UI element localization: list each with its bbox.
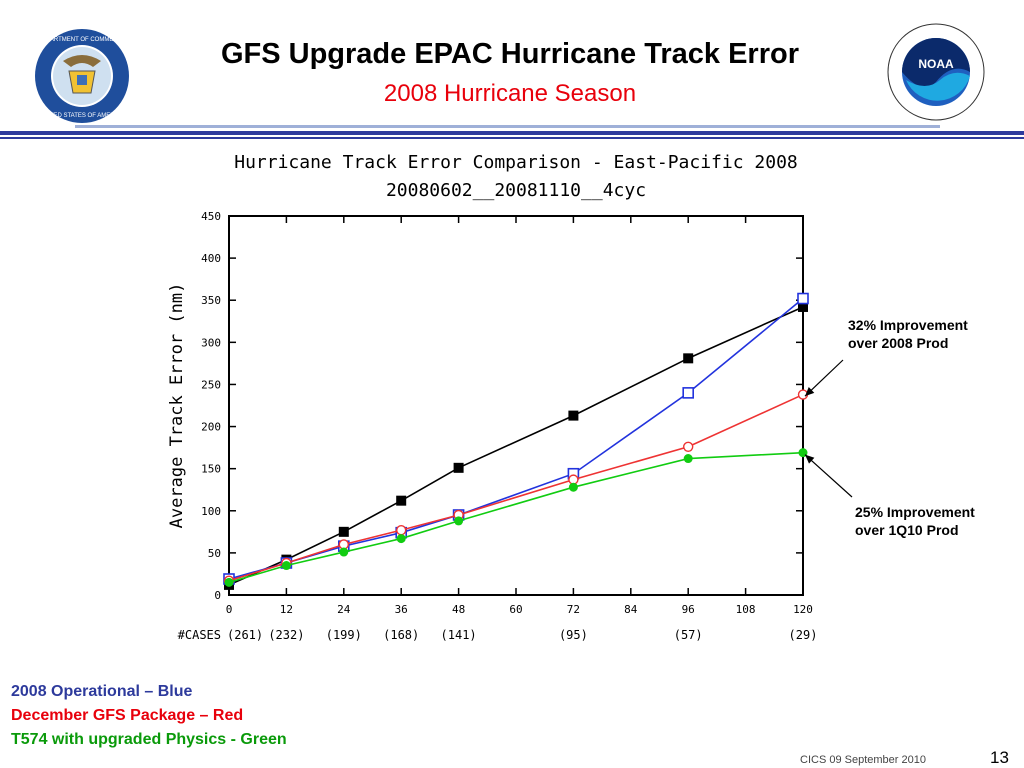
y-tick-label: 400 xyxy=(201,252,221,265)
chart-annotations xyxy=(804,359,853,498)
x-tick-label: 12 xyxy=(280,603,293,616)
y-tick-label: 300 xyxy=(201,336,221,349)
header-rule-light xyxy=(75,125,940,128)
series-3-point xyxy=(224,577,234,587)
legend-december-gfs: December GFS Package – Red xyxy=(11,707,244,724)
x-tick-label: 60 xyxy=(509,603,522,616)
page-number: 13 xyxy=(990,748,1009,767)
series-3-point xyxy=(396,534,406,544)
x-tick-label: 96 xyxy=(682,603,695,616)
annotation-arrowhead-0 xyxy=(805,387,815,397)
department-of-commerce-seal-icon: DEPARTMENT OF COMMERCE UNITED STATES OF … xyxy=(35,29,129,123)
legend-operational: 2008 Operational – Blue xyxy=(11,683,193,700)
x-tick-label: 48 xyxy=(452,603,465,616)
series-2-point xyxy=(396,524,407,536)
header-rule-thin xyxy=(0,137,1024,139)
y-tick-label: 100 xyxy=(201,505,221,518)
chart-series xyxy=(223,292,809,590)
series-1-point xyxy=(682,387,695,399)
y-tick-label: 0 xyxy=(214,589,221,602)
y-tick-label: 250 xyxy=(201,378,221,391)
x-tick-label: 84 xyxy=(624,603,638,616)
annotation-line-1: 25% Improvement xyxy=(855,504,975,520)
series-0-point xyxy=(453,462,464,473)
series-1-point xyxy=(797,292,809,305)
cases-count: (232) xyxy=(268,628,304,642)
series-0-point xyxy=(683,353,694,364)
plot-frame xyxy=(228,215,804,596)
y-tick-label: 50 xyxy=(208,547,221,560)
y-tick-label: 350 xyxy=(201,294,221,307)
series-3-point xyxy=(281,561,291,571)
y-tick-label: 450 xyxy=(201,210,221,223)
series-line-1 xyxy=(228,297,804,580)
series-0-point xyxy=(338,526,349,537)
series-2-point xyxy=(683,441,694,452)
series-0-point xyxy=(798,301,808,312)
footer-text: CICS 09 September 2010 xyxy=(800,754,926,766)
x-tick-label: 0 xyxy=(226,603,233,616)
cases-label: #CASES xyxy=(178,628,221,642)
series-line-2 xyxy=(228,393,804,582)
cases-count: (199) xyxy=(326,628,362,642)
legend-t574: T574 with upgraded Physics - Green xyxy=(11,731,287,748)
annotation-line-2: over 1Q10 Prod xyxy=(855,522,959,538)
cases-count: (141) xyxy=(441,628,477,642)
series-3-point xyxy=(568,482,578,492)
chart-axes: Hurricane Track Error Comparison - East-… xyxy=(167,152,817,642)
noaa-logo-icon: NOAA xyxy=(887,23,985,121)
svg-text:UNITED STATES OF AMERICA: UNITED STATES OF AMERICA xyxy=(39,113,124,119)
series-3-point xyxy=(683,454,693,464)
x-tick-label: 72 xyxy=(567,603,580,616)
x-tick-label: 24 xyxy=(337,603,351,616)
header-rule-thick xyxy=(0,131,1024,135)
annotation-improvement-2008: 32% Improvement over 2008 Prod xyxy=(848,316,968,352)
svg-text:DEPARTMENT OF COMMERCE: DEPARTMENT OF COMMERCE xyxy=(38,37,126,43)
y-tick-label: 200 xyxy=(201,421,221,434)
annotation-line-2: over 2008 Prod xyxy=(848,335,949,351)
cases-count: (168) xyxy=(383,628,419,642)
annotation-arrow-1 xyxy=(804,454,853,498)
y-tick-label: 150 xyxy=(201,463,221,476)
series-3-point xyxy=(454,516,464,526)
page-title: GFS Upgrade EPAC Hurricane Track Error xyxy=(220,38,800,70)
x-tick-label: 108 xyxy=(736,603,756,616)
x-tick-label: 120 xyxy=(793,603,813,616)
series-line-0 xyxy=(228,306,804,586)
series-0-point xyxy=(568,410,579,421)
annotation-line-1: 32% Improvement xyxy=(848,317,968,333)
annotation-arrowhead-1 xyxy=(805,454,815,464)
cases-count: (57) xyxy=(674,628,703,642)
y-axis-label: Average Track Error (nm) xyxy=(167,283,187,529)
chart-title: Hurricane Track Error Comparison - East-… xyxy=(234,152,798,173)
series-line-3 xyxy=(228,451,804,584)
cases-count: (95) xyxy=(559,628,588,642)
cases-count: (29) xyxy=(789,628,818,642)
page-subtitle: 2008 Hurricane Season xyxy=(383,80,637,107)
series-0-point xyxy=(396,495,407,506)
svg-text:NOAA: NOAA xyxy=(918,57,954,71)
x-tick-label: 36 xyxy=(395,603,408,616)
chart-subtitle: 20080602__20081110__4cyc xyxy=(386,180,646,201)
series-3-point xyxy=(339,547,349,557)
cases-count: (261) xyxy=(227,628,263,642)
annotation-improvement-1q10: 25% Improvement over 1Q10 Prod xyxy=(855,503,975,539)
